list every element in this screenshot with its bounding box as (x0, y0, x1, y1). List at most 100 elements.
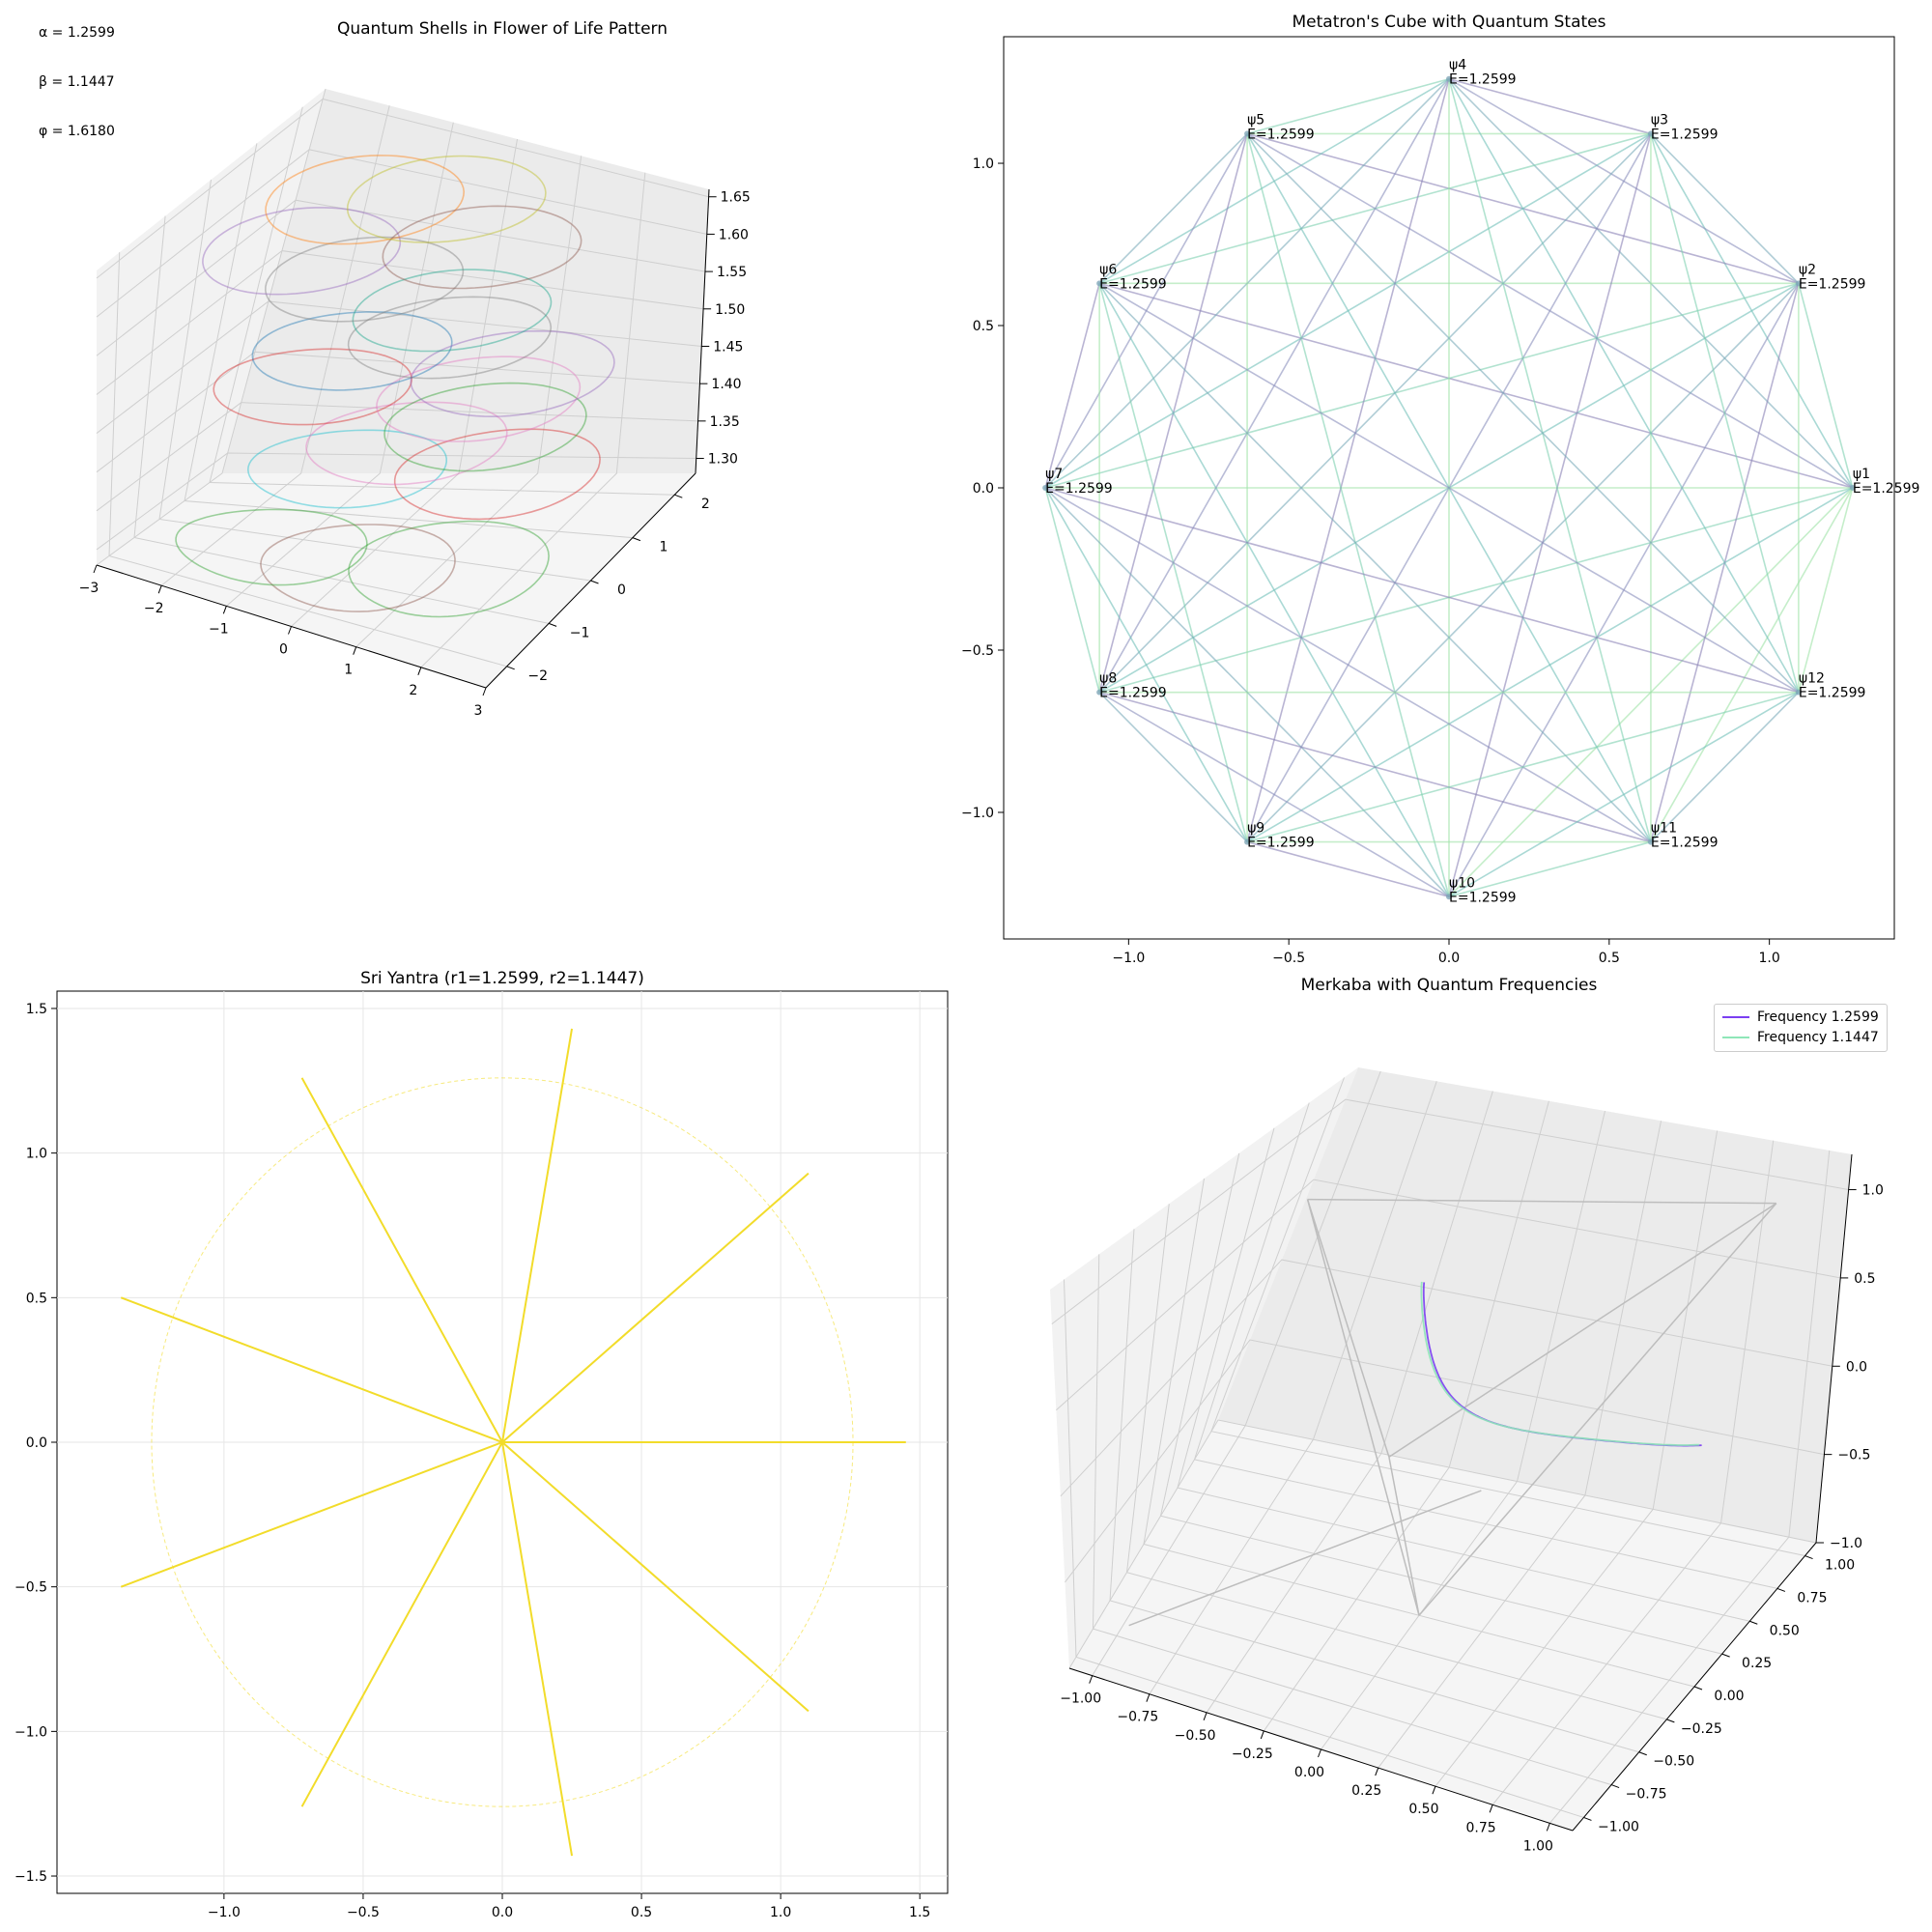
metatron-edge (1246, 282, 1800, 843)
z-tick-label: 1.40 (711, 377, 741, 392)
y-tick (506, 666, 515, 670)
x-tick-label: 3 (474, 703, 483, 719)
y-tick (548, 622, 557, 627)
state-label: ψ8 (1099, 671, 1117, 687)
state-node (1042, 485, 1049, 491)
y-tick-label: −0.50 (1653, 1754, 1694, 1770)
x-tick-label: −1.0 (1112, 951, 1145, 966)
x-tick-label: 1.5 (909, 1905, 930, 1920)
z-tick-label: 1.60 (719, 227, 749, 242)
y-tick-label: 0.75 (1797, 1590, 1827, 1605)
grid-line (96, 300, 702, 434)
state-node (1244, 838, 1251, 845)
state-energy: E=1.2599 (1799, 686, 1866, 701)
x-tick-label: 1.0 (1759, 951, 1780, 966)
y-tick (1804, 1555, 1813, 1560)
y-tick-label: −0.5 (14, 1580, 47, 1596)
metatron-edge (1044, 487, 1248, 842)
grid-line (1056, 1179, 1841, 1411)
quantum-shell-circle (202, 207, 402, 296)
metatron-title: Metatron's Cube with Quantum States (1293, 13, 1606, 32)
z-tick-label: 1.50 (715, 302, 745, 318)
quantum-shell-circle (175, 508, 368, 586)
flower-title: Quantum Shells in Flower of Life Pattern (337, 19, 668, 39)
state-node (1446, 894, 1452, 900)
y-tick-label: −1.00 (1598, 1819, 1639, 1834)
metatron-edge (1044, 487, 1800, 694)
parameter-readout: α = 1.2599 β = 1.1447 φ = 1.6180 (39, 0, 115, 156)
merkaba-edge (1128, 1490, 1482, 1627)
x-tick-label: 0.00 (1294, 1765, 1324, 1780)
grid-line (133, 215, 550, 624)
grid-line (96, 149, 707, 318)
y-tick (1610, 1784, 1620, 1789)
metatron-edge (1098, 132, 1248, 284)
state-energy: E=1.2599 (1853, 481, 1920, 497)
x-tick-label: −0.75 (1117, 1710, 1158, 1725)
x-tick-label: 1 (344, 663, 353, 678)
y-tick-label: 0 (617, 582, 626, 598)
y-tick-label: −0.75 (1626, 1787, 1667, 1803)
x-tick-label: 0.5 (1599, 951, 1620, 966)
grid-line (1060, 1259, 1833, 1497)
z-axis-line (695, 188, 710, 474)
x-tick (1260, 1730, 1264, 1740)
x-tick (1546, 1823, 1550, 1832)
x-tick-label: −3 (79, 581, 99, 596)
x-tick-label: −0.5 (1272, 951, 1305, 966)
quantum-shell-circle (347, 296, 553, 380)
legend-swatch-1 (1722, 1016, 1749, 1018)
x-tick-label: 0.50 (1408, 1802, 1438, 1817)
y-tick-label: 0.0 (973, 481, 994, 497)
x-tick-label: −0.25 (1232, 1747, 1273, 1762)
quantum-shell-circle (264, 236, 465, 323)
legend-swatch-2 (1722, 1037, 1749, 1038)
grid-line (160, 105, 390, 586)
z-tick-label: 1.35 (710, 414, 740, 430)
metatron-edge (1246, 77, 1450, 135)
z-tick-label: 0.0 (1846, 1359, 1867, 1375)
state-node (1647, 130, 1654, 137)
y-tick (1693, 1686, 1703, 1690)
metatron-edge (1098, 282, 1652, 843)
metatron-edge (1098, 691, 1450, 897)
metatron-cube-panel: ψ1E=1.2599ψ2E=1.2599ψ3E=1.2599ψ4E=1.2599… (961, 13, 1919, 966)
frequency-curve (1420, 1281, 1700, 1446)
metatron-edge (1044, 283, 1100, 489)
back-pane (222, 89, 709, 473)
x-tick-label: 2 (409, 683, 417, 698)
quantum-shell-circle (393, 428, 601, 521)
quantum-shell-circle (382, 205, 582, 290)
merkaba-edge (1418, 1203, 1777, 1616)
metatron-edge (1098, 132, 1652, 694)
x-tick (482, 687, 487, 696)
x-tick (1203, 1712, 1208, 1720)
y-tick (674, 494, 683, 498)
z-tick-label: −0.5 (1837, 1448, 1870, 1463)
x-tick-label: −1.0 (208, 1905, 241, 1920)
state-node (1795, 280, 1802, 287)
state-label: ψ3 (1651, 112, 1668, 128)
quantum-shell-circle (352, 269, 553, 353)
state-node (1096, 280, 1103, 287)
y-tick-label: 0.5 (26, 1291, 47, 1306)
grid-line (96, 98, 709, 279)
merkaba-panel: −1.00−0.75−0.50−0.250.000.250.500.751.00… (1050, 976, 1884, 1854)
quantum-shell-circle (213, 348, 412, 426)
quantum-shell-circle (384, 382, 587, 472)
state-energy: E=1.2599 (1247, 836, 1315, 851)
x-tick (1318, 1748, 1321, 1758)
grid-line (420, 172, 646, 668)
grid-line (209, 106, 675, 496)
y-tick-label: −1.0 (14, 1724, 47, 1740)
grid-line (108, 252, 507, 668)
metatron-edge (1650, 692, 1800, 843)
state-label: ψ11 (1651, 821, 1677, 837)
y-tick-label: 1 (659, 540, 668, 555)
metatron-edge (1448, 691, 1800, 897)
y-tick-label: −0.25 (1681, 1721, 1722, 1737)
state-label: ψ4 (1449, 58, 1466, 73)
legend-label-1: Frequency 1.2599 (1757, 1009, 1879, 1025)
x-tick-label: 0 (279, 642, 288, 658)
